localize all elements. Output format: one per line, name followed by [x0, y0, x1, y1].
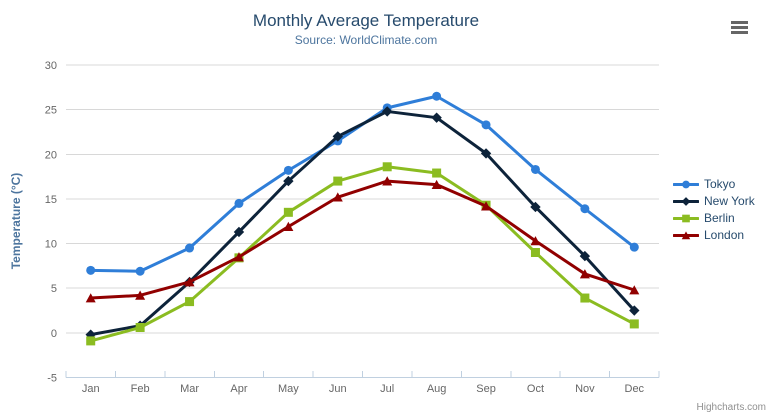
svg-text:Oct: Oct	[527, 383, 544, 395]
svg-text:Jul: Jul	[380, 383, 394, 395]
svg-text:Mar: Mar	[180, 383, 199, 395]
svg-text:30: 30	[45, 60, 57, 72]
hamburger-icon	[731, 30, 748, 34]
london-line-triangle-icon	[673, 229, 699, 242]
legend-item-new-york[interactable]: New York	[673, 193, 755, 209]
legend-item-berlin[interactable]: Berlin	[673, 210, 755, 226]
svg-text:Aug: Aug	[427, 383, 447, 395]
chart-title: Monthly Average Temperature	[252, 11, 480, 30]
highcharts-credits-link[interactable]: Highcharts.com	[696, 402, 766, 413]
legend: Tokyo New York Berlin London	[673, 176, 755, 243]
svg-text:Apr: Apr	[230, 383, 247, 395]
svg-text:-5: -5	[47, 373, 57, 385]
hamburger-icon	[731, 25, 748, 29]
export-menu-button[interactable]	[728, 18, 752, 36]
legend-item-london[interactable]: London	[673, 227, 755, 243]
svg-text:May: May	[278, 383, 299, 395]
svg-text:Nov: Nov	[575, 383, 595, 395]
svg-text:10: 10	[45, 239, 57, 251]
svg-text:Jun: Jun	[329, 383, 347, 395]
svg-text:15: 15	[45, 194, 57, 206]
legend-label: Berlin	[704, 211, 735, 225]
legend-label: Tokyo	[704, 177, 736, 191]
svg-text:0: 0	[51, 328, 57, 340]
tokyo-line-circle-icon	[673, 178, 699, 191]
svg-text:Dec: Dec	[625, 383, 645, 395]
svg-text:Feb: Feb	[131, 383, 150, 395]
svg-text:Sep: Sep	[476, 383, 496, 395]
chart-subtitle: Source: WorldClimate.com	[294, 33, 438, 47]
legend-item-tokyo[interactable]: Tokyo	[673, 176, 755, 192]
svg-text:5: 5	[51, 283, 57, 295]
berlin-line-square-icon	[673, 212, 699, 225]
new-york-line-diamond-icon	[673, 195, 699, 208]
legend-label: New York	[704, 194, 755, 208]
legend-label: London	[704, 228, 745, 242]
svg-text:Jan: Jan	[82, 383, 100, 395]
svg-text:25: 25	[45, 105, 57, 117]
hamburger-icon	[731, 20, 748, 24]
svg-text:20: 20	[45, 149, 57, 161]
